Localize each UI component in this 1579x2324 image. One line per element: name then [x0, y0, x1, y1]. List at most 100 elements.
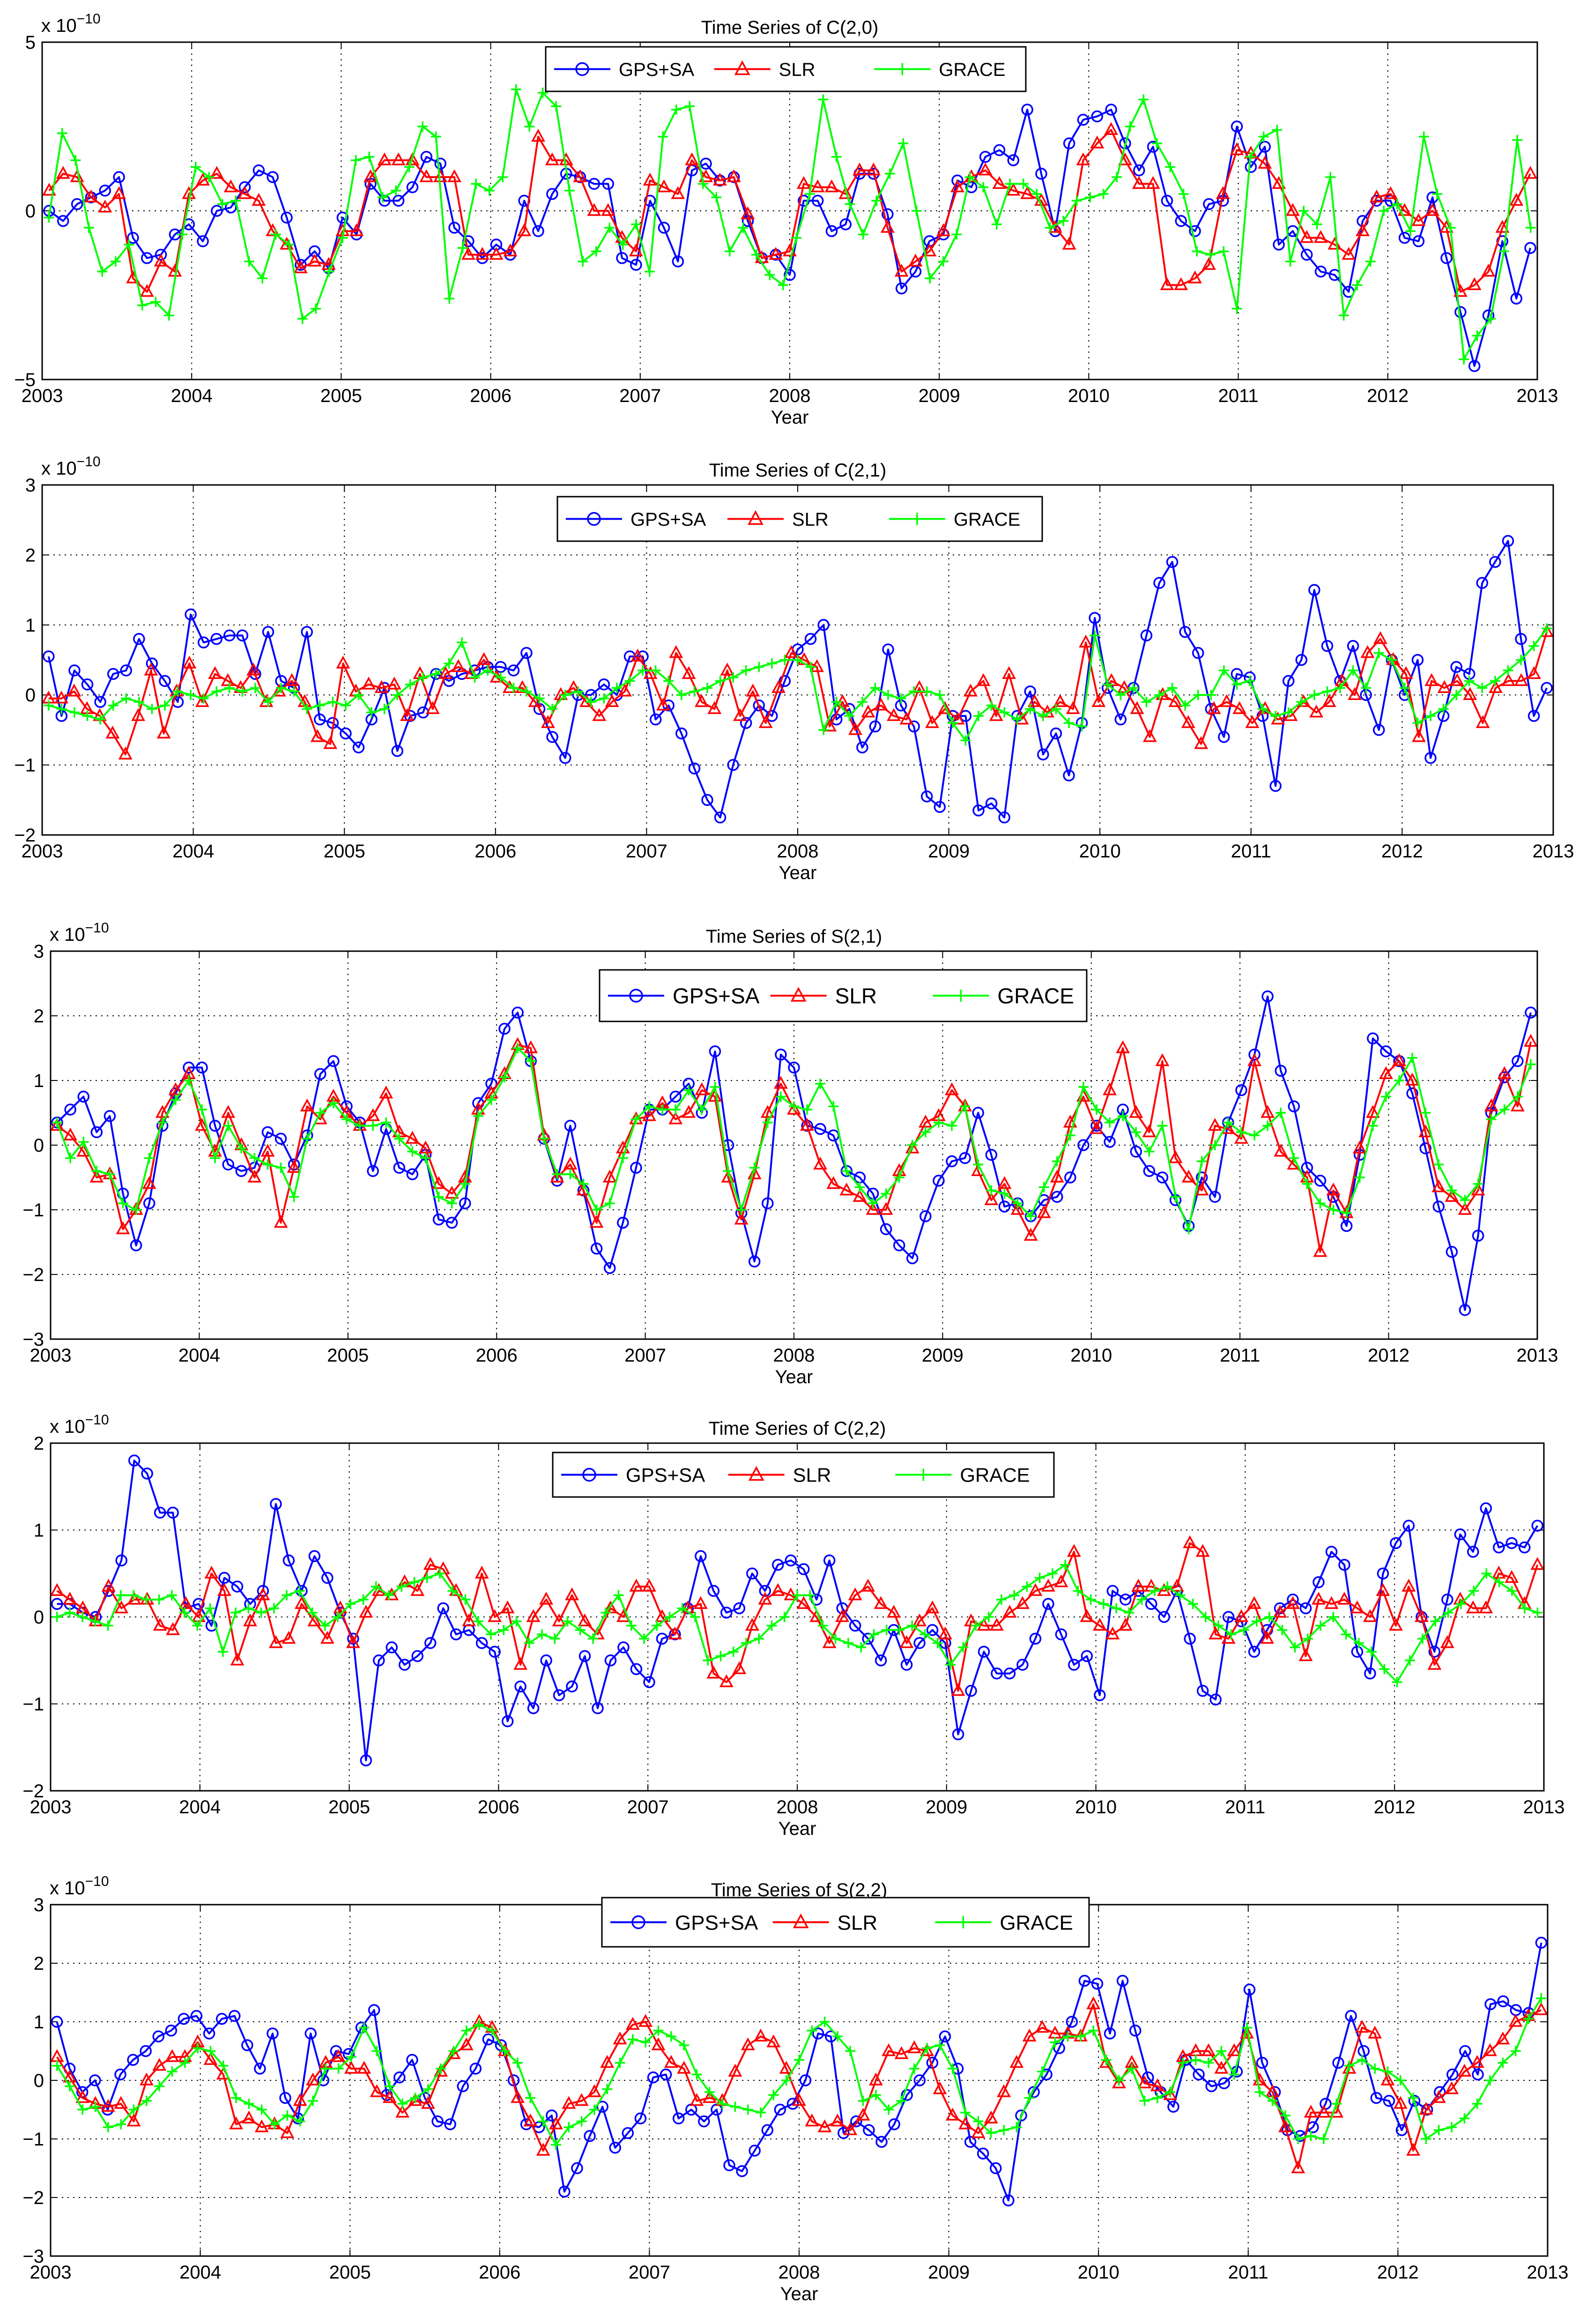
data-point: [152, 2030, 164, 2042]
data-point: [537, 88, 548, 98]
x-tick-label: 2011: [1231, 841, 1271, 862]
data-point: [786, 2098, 799, 2110]
data-point: [1527, 710, 1540, 722]
data-point: [98, 200, 112, 213]
data-point: [1408, 2095, 1421, 2107]
data-point: [108, 700, 119, 711]
data-point: [307, 2095, 318, 2106]
data-point: [178, 1596, 193, 1609]
data-point: [321, 1572, 334, 1584]
data-point: [127, 2054, 139, 2066]
data-point: [1024, 2093, 1035, 2103]
data-point: [1309, 690, 1320, 700]
data-point: [1380, 1091, 1391, 1102]
data-point: [1205, 703, 1217, 715]
legend-item-gps: GPS+SA: [561, 1464, 705, 1486]
data-point: [340, 727, 352, 740]
x-tick-label: 2006: [476, 1345, 518, 1366]
data-point: [115, 1590, 126, 1601]
data-point: [993, 144, 1006, 156]
data-point: [564, 185, 575, 196]
data-point: [447, 1586, 458, 1596]
data-point: [520, 647, 533, 659]
data-point: [550, 1169, 564, 1183]
data-point: [1208, 1117, 1222, 1131]
data-point: [766, 658, 777, 669]
data-point: [433, 1192, 444, 1202]
data-point: [1367, 1032, 1379, 1045]
data-point: [779, 655, 790, 665]
data-point: [1218, 665, 1229, 676]
data-point: [1446, 1245, 1458, 1258]
legend-box: [552, 1452, 1055, 1498]
data-point: [1179, 626, 1191, 638]
data-point: [831, 697, 842, 708]
data-point: [684, 101, 695, 112]
data-point: [307, 1613, 322, 1627]
data-point: [228, 2010, 241, 2022]
data-point: [1104, 1136, 1116, 1148]
x-tick-label: 2004: [171, 386, 213, 406]
data-point: [51, 2016, 63, 2028]
data-point: [263, 697, 274, 708]
data-point: [1102, 679, 1113, 690]
data-point: [1472, 330, 1483, 341]
data-point: [609, 2142, 622, 2154]
data-point: [165, 2049, 179, 2062]
legend-marker: [896, 63, 909, 75]
data-point: [807, 2025, 817, 2036]
data-point: [1523, 166, 1538, 179]
data-point: [682, 666, 696, 679]
data-point: [578, 1178, 589, 1189]
data-point: [333, 2063, 344, 2074]
data-point: [1472, 2068, 1484, 2081]
data-point: [1247, 1053, 1262, 1066]
data-point: [1222, 1611, 1235, 1623]
data-point: [1438, 704, 1449, 715]
data-point: [630, 1663, 643, 1676]
data-point: [690, 1612, 701, 1622]
data-point: [1277, 1624, 1288, 1635]
y-tick-label: 3: [25, 475, 36, 496]
chart-title: Time Series of C(2,0): [701, 17, 879, 38]
data-point: [1313, 230, 1328, 243]
data-point: [804, 189, 815, 199]
data-point: [197, 636, 210, 648]
data-point: [1105, 1626, 1120, 1639]
data-point: [267, 2027, 279, 2040]
data-point: [238, 181, 251, 194]
data-point: [1203, 198, 1215, 210]
y-exponent-label: x 10−10: [50, 1412, 109, 1437]
data-point: [457, 637, 467, 648]
data-point: [353, 690, 364, 700]
data-point: [1050, 2037, 1060, 2048]
data-point: [1418, 1124, 1433, 1138]
data-point: [1009, 2055, 1024, 2068]
data-point: [708, 1088, 722, 1102]
data-point: [1254, 2087, 1265, 2097]
data-point: [406, 181, 419, 194]
data-point: [1542, 623, 1552, 634]
data-point: [147, 704, 157, 715]
data-point: [459, 2037, 474, 2050]
data-point: [422, 1572, 432, 1583]
data-point: [327, 1055, 340, 1067]
data-point: [761, 2124, 774, 2136]
x-tick-label: 2006: [470, 386, 512, 406]
data-point: [1407, 1052, 1418, 1063]
data-point: [1170, 1579, 1184, 1592]
data-point: [1379, 206, 1389, 216]
data-point: [1262, 1120, 1273, 1131]
data-point: [307, 253, 322, 267]
data-point: [1525, 1059, 1536, 1070]
data-point: [1512, 1055, 1524, 1067]
data-point: [998, 1200, 1011, 1213]
data-point: [217, 1646, 228, 1657]
data-point: [1260, 1105, 1275, 1118]
data-point: [867, 1198, 878, 1209]
data-point: [1136, 1594, 1147, 1605]
data-point: [905, 1140, 919, 1154]
data-point: [959, 1152, 971, 1164]
data-point: [630, 1114, 641, 1125]
